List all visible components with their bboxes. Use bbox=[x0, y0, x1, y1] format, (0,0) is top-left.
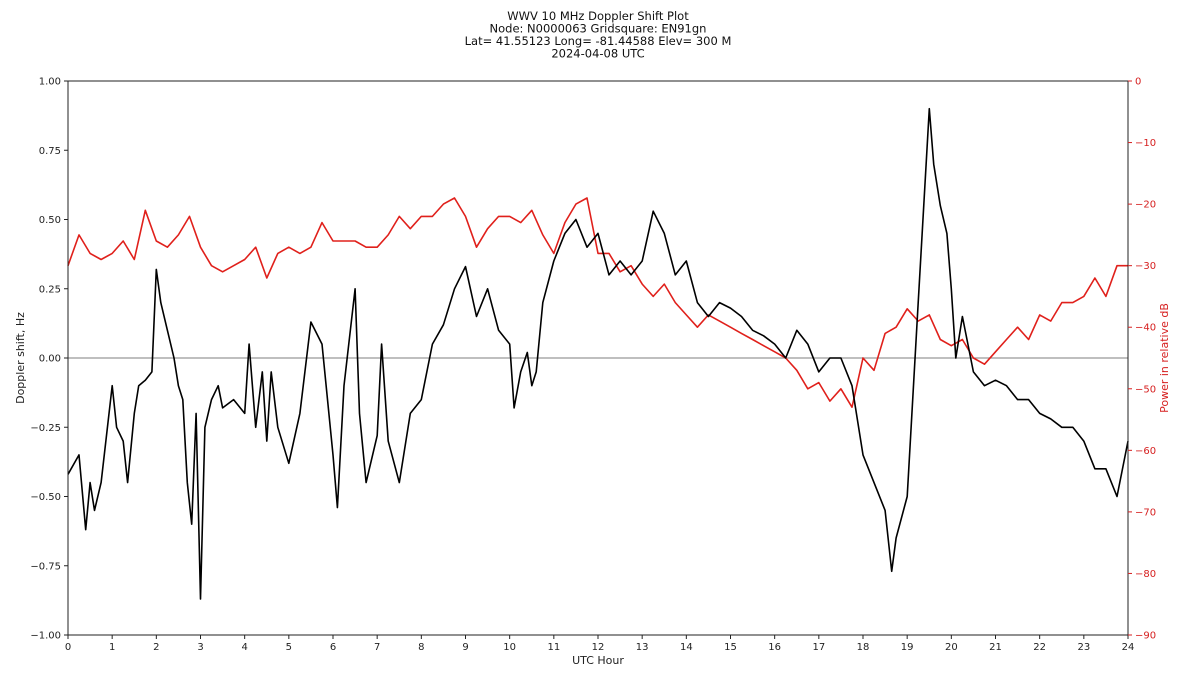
x-tick-label: 21 bbox=[989, 642, 1002, 653]
x-tick-label: 10 bbox=[503, 642, 516, 653]
y-tick-label: 0.25 bbox=[39, 284, 61, 295]
y-tick-label: 1.00 bbox=[39, 77, 61, 88]
y-tick-label: 0.00 bbox=[39, 354, 61, 365]
x-tick-label: 15 bbox=[724, 642, 737, 653]
x-tick-label: 13 bbox=[636, 642, 649, 653]
x-tick-label: 3 bbox=[197, 642, 203, 653]
x-tick-label: 11 bbox=[547, 642, 560, 653]
y-tick-label: −0.75 bbox=[30, 561, 61, 572]
x-tick-label: 19 bbox=[901, 642, 914, 653]
power-series-line bbox=[67, 197, 1128, 409]
x-tick-label: 4 bbox=[241, 642, 247, 653]
y-tick-label: 0.50 bbox=[39, 215, 61, 226]
y2-tick-label: −40 bbox=[1135, 323, 1156, 334]
y2-tick-label: −70 bbox=[1135, 507, 1156, 518]
y-tick-label: 0.75 bbox=[39, 146, 61, 157]
doppler-series-line bbox=[67, 107, 1129, 600]
title-line: WWV 10 MHz Doppler Shift Plot bbox=[507, 9, 689, 23]
x-tick-label: 7 bbox=[374, 642, 380, 653]
x-tick-label: 22 bbox=[1033, 642, 1046, 653]
y-tick-label: −0.25 bbox=[30, 423, 61, 434]
x-tick-label: 24 bbox=[1122, 642, 1135, 653]
x-tick-label: 1 bbox=[109, 642, 115, 653]
x-tick-label: 14 bbox=[680, 642, 693, 653]
y2-tick-label: −30 bbox=[1135, 261, 1156, 272]
x-tick-label: 0 bbox=[65, 642, 71, 653]
x-axis-label: UTC Hour bbox=[572, 654, 624, 667]
y2-tick-label: −90 bbox=[1135, 631, 1156, 642]
y2-tick-label: −10 bbox=[1135, 138, 1156, 149]
y-tick-label: −0.50 bbox=[30, 492, 61, 503]
x-tick-label: 5 bbox=[286, 642, 292, 653]
title-line: Lat= 41.55123 Long= -81.44588 Elev= 300 … bbox=[465, 34, 732, 48]
y2-tick-label: −60 bbox=[1135, 446, 1156, 457]
y2-tick-label: −80 bbox=[1135, 569, 1156, 580]
x-tick-label: 2 bbox=[153, 642, 159, 653]
x-tick-label: 8 bbox=[418, 642, 424, 653]
x-tick-label: 23 bbox=[1077, 642, 1090, 653]
y2-tick-label: 0 bbox=[1135, 77, 1141, 88]
x-tick-label: 9 bbox=[462, 642, 468, 653]
x-tick-label: 12 bbox=[592, 642, 605, 653]
x-tick-label: 17 bbox=[812, 642, 825, 653]
y2-axis-label: Power in relative dB bbox=[1158, 303, 1171, 413]
x-tick-label: 6 bbox=[330, 642, 336, 653]
y2-tick-label: −50 bbox=[1135, 384, 1156, 395]
y2-tick-label: −20 bbox=[1135, 200, 1156, 211]
y-axis-label: Doppler shift, Hz bbox=[14, 312, 27, 404]
y-tick-label: −1.00 bbox=[30, 631, 61, 642]
title-line: 2024-04-08 UTC bbox=[551, 47, 644, 61]
x-tick-label: 16 bbox=[768, 642, 781, 653]
x-tick-label: 18 bbox=[857, 642, 870, 653]
x-tick-label: 20 bbox=[945, 642, 958, 653]
title-line: Node: N0000063 Gridsquare: EN91gn bbox=[490, 22, 707, 36]
